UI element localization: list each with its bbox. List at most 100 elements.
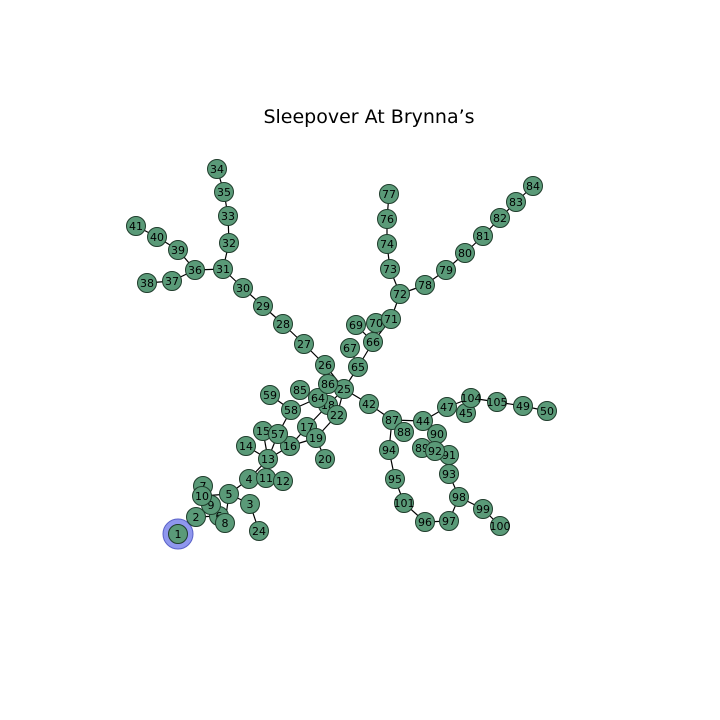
node-1-circle bbox=[168, 524, 188, 544]
node-26-label: 26 bbox=[318, 359, 332, 372]
node-37-circle bbox=[162, 271, 182, 291]
node-85-circle bbox=[290, 380, 310, 400]
node-93-label: 93 bbox=[442, 468, 456, 481]
node-30: 30 bbox=[233, 278, 253, 298]
node-77-label: 77 bbox=[382, 188, 396, 201]
node-88-circle bbox=[394, 422, 414, 442]
node-97-circle bbox=[439, 511, 459, 531]
node-35-circle bbox=[214, 182, 234, 202]
node-57-circle bbox=[268, 424, 288, 444]
node-50-label: 50 bbox=[540, 405, 554, 418]
node-32-circle bbox=[219, 233, 239, 253]
node-97-label: 97 bbox=[442, 515, 456, 528]
node-81: 81 bbox=[473, 226, 493, 246]
node-98: 98 bbox=[449, 487, 469, 507]
node-80-circle bbox=[455, 243, 475, 263]
node-29-circle bbox=[253, 296, 273, 316]
node-24-label: 24 bbox=[252, 525, 266, 538]
node-31-circle bbox=[213, 259, 233, 279]
node-38-circle bbox=[137, 273, 157, 293]
node-3: 3 bbox=[240, 494, 260, 514]
node-4-label: 4 bbox=[246, 473, 253, 486]
node-29-label: 29 bbox=[256, 300, 270, 313]
node-50: 50 bbox=[537, 401, 557, 421]
node-41-circle bbox=[126, 216, 146, 236]
node-34: 34 bbox=[207, 159, 227, 179]
node-11-label: 11 bbox=[259, 472, 273, 485]
node-44-label: 44 bbox=[416, 415, 430, 428]
node-104-label: 104 bbox=[461, 392, 482, 405]
node-13-circle bbox=[258, 449, 278, 469]
node-44-circle bbox=[413, 411, 433, 431]
node-39-circle bbox=[168, 240, 188, 260]
node-69-label: 69 bbox=[349, 319, 363, 332]
node-47-label: 47 bbox=[440, 401, 454, 414]
node-65: 65 bbox=[348, 357, 368, 377]
node-88: 88 bbox=[394, 422, 414, 442]
node-91-label: 91 bbox=[442, 449, 456, 462]
node-74-circle bbox=[377, 234, 397, 254]
node-71-label: 71 bbox=[384, 313, 398, 326]
node-38-label: 38 bbox=[140, 277, 154, 290]
node-80: 80 bbox=[455, 243, 475, 263]
node-82: 82 bbox=[490, 208, 510, 228]
node-82-circle bbox=[490, 208, 510, 228]
node-27: 27 bbox=[294, 334, 314, 354]
node-66: 66 bbox=[363, 332, 383, 352]
node-36-circle bbox=[185, 260, 205, 280]
node-96: 96 bbox=[415, 512, 435, 532]
node-99-label: 99 bbox=[476, 503, 490, 516]
node-94-label: 94 bbox=[382, 444, 396, 457]
node-10-label: 10 bbox=[195, 490, 209, 503]
node-30-circle bbox=[233, 278, 253, 298]
node-2-circle bbox=[186, 507, 206, 527]
node-73: 73 bbox=[380, 259, 400, 279]
node-96-circle bbox=[415, 512, 435, 532]
node-72-circle bbox=[390, 284, 410, 304]
node-79-circle bbox=[436, 260, 456, 280]
node-79-label: 79 bbox=[439, 264, 453, 277]
node-105-label: 105 bbox=[487, 396, 508, 409]
node-73-circle bbox=[380, 259, 400, 279]
node-38: 38 bbox=[137, 273, 157, 293]
node-2: 2 bbox=[186, 507, 206, 527]
node-101: 101 bbox=[394, 493, 415, 513]
node-5: 5 bbox=[219, 484, 239, 504]
node-34-label: 34 bbox=[210, 163, 224, 176]
node-36-label: 36 bbox=[188, 264, 202, 277]
node-86: 86 bbox=[318, 374, 338, 394]
node-8-label: 8 bbox=[222, 517, 229, 530]
node-76: 76 bbox=[377, 209, 397, 229]
node-98-circle bbox=[449, 487, 469, 507]
node-4: 4 bbox=[239, 469, 259, 489]
node-57-label: 57 bbox=[271, 428, 285, 441]
node-57: 57 bbox=[268, 424, 288, 444]
node-40-label: 40 bbox=[150, 231, 164, 244]
node-27-label: 27 bbox=[297, 338, 311, 351]
node-77: 77 bbox=[379, 184, 399, 204]
node-76-circle bbox=[377, 209, 397, 229]
node-67-label: 67 bbox=[343, 342, 357, 355]
node-95: 95 bbox=[385, 469, 405, 489]
node-76-label: 76 bbox=[380, 213, 394, 226]
node-101-label: 101 bbox=[394, 497, 415, 510]
node-104: 104 bbox=[461, 388, 482, 408]
node-10: 10 bbox=[192, 486, 212, 506]
node-67: 67 bbox=[340, 338, 360, 358]
node-74: 74 bbox=[377, 234, 397, 254]
node-49-circle bbox=[513, 396, 533, 416]
node-72-label: 72 bbox=[393, 288, 407, 301]
node-31-label: 31 bbox=[216, 263, 230, 276]
node-100-label: 100 bbox=[490, 520, 511, 533]
node-16: 16 bbox=[280, 436, 300, 456]
node-5-circle bbox=[219, 484, 239, 504]
node-19-label: 19 bbox=[309, 432, 323, 445]
node-94: 94 bbox=[379, 440, 399, 460]
node-28: 28 bbox=[273, 314, 293, 334]
node-92: 92 bbox=[425, 441, 445, 461]
node-101-circle bbox=[394, 493, 414, 513]
node-98-label: 98 bbox=[452, 491, 466, 504]
node-59: 59 bbox=[260, 385, 280, 405]
node-59-label: 59 bbox=[263, 389, 277, 402]
